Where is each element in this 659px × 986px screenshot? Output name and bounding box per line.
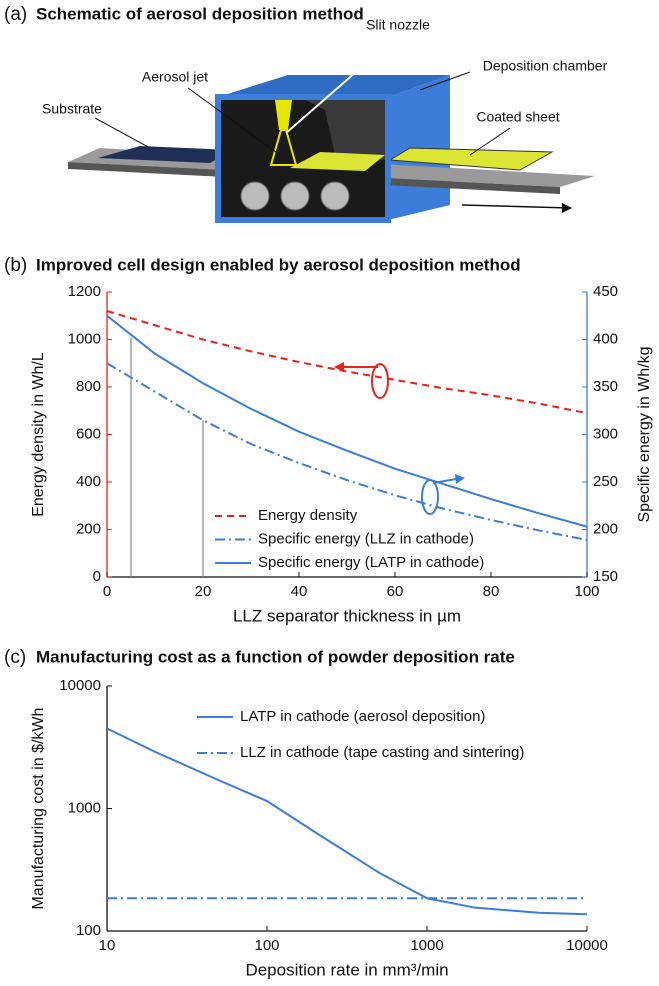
series-line xyxy=(106,727,588,916)
label: Coated sheet xyxy=(476,109,559,125)
label: Deposition chamber xyxy=(483,58,608,74)
pointer xyxy=(285,37,396,134)
x-tick-label: 10000 xyxy=(566,937,608,954)
x-tick-label: 10 xyxy=(99,937,116,954)
label: Slit nozzle xyxy=(366,17,430,33)
x-tick-label: 100 xyxy=(574,583,599,600)
x-tick-label: 1000 xyxy=(410,937,443,954)
pointer xyxy=(419,71,471,91)
y-axis-label: Manufacturing cost in $/kWh xyxy=(30,708,47,910)
schematic: (a) Schematic of aerosol deposition meth… xyxy=(4,4,608,223)
y-tick-label: 400 xyxy=(76,473,101,490)
series-line xyxy=(106,362,588,541)
y2-tick-label: 200 xyxy=(593,520,618,537)
label: Aerosol jet xyxy=(142,69,208,85)
roller xyxy=(320,181,350,211)
y-tick-label: 200 xyxy=(76,520,101,537)
y-tick-label: 600 xyxy=(76,425,101,442)
annotation-ellipse xyxy=(371,363,389,399)
annotation-ellipse xyxy=(421,479,439,515)
arrow-head xyxy=(562,203,572,213)
pointer xyxy=(469,127,511,156)
arrow-head xyxy=(455,474,465,484)
chamber-top xyxy=(218,75,450,97)
legend-label: LATP in cathode (aerosol deposition) xyxy=(240,708,485,725)
chamber-frame xyxy=(215,94,391,223)
y-tick-label: 100 xyxy=(76,922,101,939)
pointer xyxy=(94,117,151,149)
y-tick-label: 800 xyxy=(76,378,101,395)
legend-label: Energy density xyxy=(258,507,358,524)
y-tick-label: 0 xyxy=(93,568,101,585)
x-tick-label: 40 xyxy=(291,583,308,600)
x-tick-label: 0 xyxy=(103,583,111,600)
panel-label: (a) xyxy=(4,4,27,25)
substrate-sheet xyxy=(98,146,232,163)
y2-tick-label: 350 xyxy=(593,378,618,395)
y-tick-label: 1200 xyxy=(68,283,101,300)
panel-label: (b) xyxy=(4,255,27,276)
y-tick-label: 1000 xyxy=(68,799,101,816)
chamber-wall xyxy=(300,97,385,160)
y2-axis-label: Specific energy in Wh/kg xyxy=(636,346,653,522)
y2-tick-label: 150 xyxy=(593,568,618,585)
x-axis-label: LLZ separator thickness in µm xyxy=(233,606,461,625)
chart-title: Manufacturing cost as a function of powd… xyxy=(36,647,515,666)
panel-label: (c) xyxy=(4,647,26,668)
chart-title: Improved cell design enabled by aerosol … xyxy=(36,255,521,274)
series-line xyxy=(106,310,588,415)
series-line xyxy=(106,314,588,528)
y2-tick-label: 400 xyxy=(593,330,618,347)
y2-tick-label: 300 xyxy=(593,425,618,442)
roller xyxy=(280,181,310,211)
x-tick-label: 80 xyxy=(483,583,500,600)
legend-label: Specific energy (LLZ in cathode) xyxy=(258,530,474,547)
label: Substrate xyxy=(42,101,102,117)
y-tick-label: 10000 xyxy=(59,677,101,694)
legend-label: LLZ in cathode (tape casting and sinteri… xyxy=(240,744,524,761)
pointer xyxy=(187,87,281,156)
x-tick-label: 20 xyxy=(195,583,212,600)
slit-nozzle xyxy=(275,100,292,130)
x-tick-label: 100 xyxy=(254,937,279,954)
roller xyxy=(240,181,270,211)
y-axis-label: Energy density in Wh/L xyxy=(30,352,47,517)
chamber-side xyxy=(388,75,450,220)
x-tick-label: 60 xyxy=(387,583,404,600)
y-tick-label: 1000 xyxy=(68,330,101,347)
coated-sheet xyxy=(388,147,554,171)
y2-tick-label: 450 xyxy=(593,283,618,300)
coated-sheet-inner xyxy=(290,152,385,171)
schematic-title: Schematic of aerosol deposition method xyxy=(36,4,364,23)
legend-label: Specific energy (LATP in cathode) xyxy=(258,554,484,571)
direction-arrow xyxy=(461,204,571,209)
y2-tick-label: 250 xyxy=(593,473,618,490)
x-axis-label: Deposition rate in mm³/min xyxy=(245,960,448,979)
